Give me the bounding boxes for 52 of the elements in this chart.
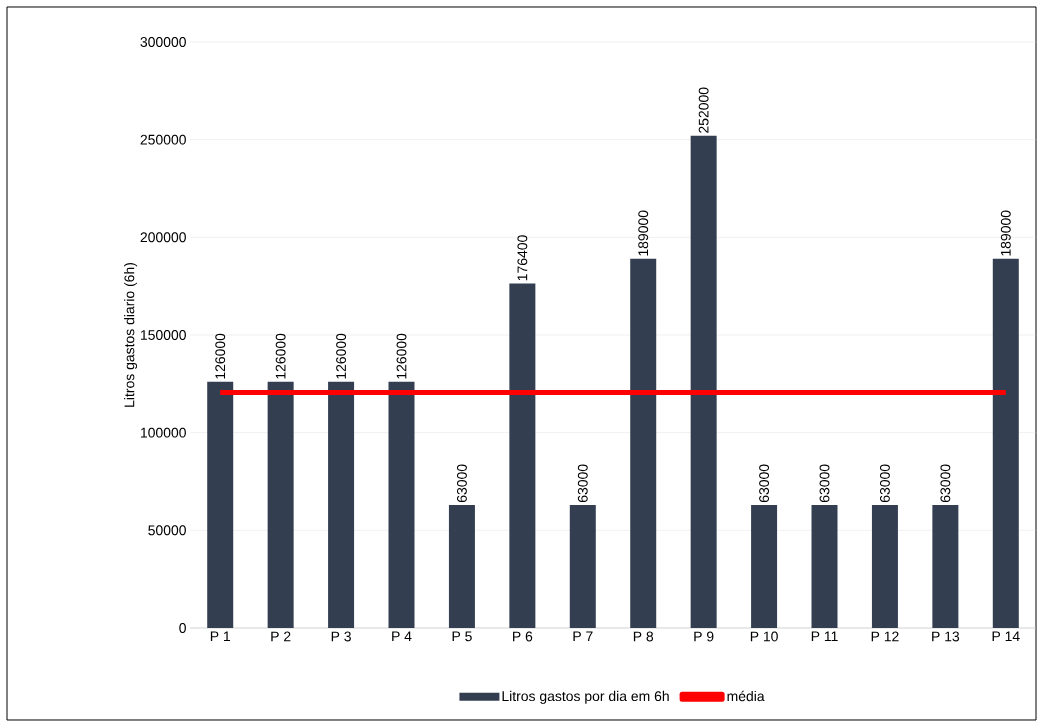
data-label: 189000 [1000, 210, 1011, 256]
data-label: 126000 [215, 333, 226, 379]
bar [388, 381, 415, 628]
legend-label: Litros gastos por dia em 6h [502, 690, 669, 704]
y-tick-label: 200000 [140, 232, 186, 243]
x-tick-label: P 7 [573, 631, 593, 642]
y-tick-label: 300000 [140, 37, 186, 47]
data-label: 126000 [396, 333, 407, 379]
y-axis-title: Litros gastos diario (6h) [124, 263, 138, 407]
y-tick-label: 50000 [148, 525, 186, 536]
x-tick-label: P 11 [811, 631, 838, 642]
bar [811, 504, 838, 628]
data-label: 63000 [456, 464, 467, 503]
legend-label: média [727, 690, 765, 702]
y-tick-label: 250000 [140, 134, 186, 145]
data-label: 126000 [336, 333, 347, 379]
y-tick-label: 150000 [141, 330, 186, 340]
bar [569, 504, 596, 628]
bar [871, 504, 898, 628]
data-label: 63000 [819, 464, 830, 503]
bar [509, 283, 536, 628]
bar [932, 504, 959, 628]
data-label: 63000 [940, 464, 951, 503]
bar [992, 258, 1019, 628]
y-tick-label: 100000 [141, 427, 186, 438]
x-tick-label: P 14 [992, 631, 1020, 642]
data-label: 176400 [517, 235, 528, 281]
bar [630, 258, 657, 628]
bar [690, 135, 717, 628]
data-label: 126000 [275, 333, 286, 379]
x-tick-label: P 1 [210, 631, 230, 642]
bar [207, 381, 234, 628]
x-tick-label: P 6 [513, 631, 533, 642]
data-label: 63000 [577, 464, 588, 503]
data-label: 252000 [698, 87, 709, 133]
x-tick-label: P 10 [750, 631, 778, 642]
bar [328, 381, 355, 628]
x-tick-label: P 4 [392, 631, 412, 642]
data-label: 63000 [759, 464, 770, 503]
x-tick-label: P 5 [452, 631, 472, 642]
data-label: 63000 [879, 464, 890, 503]
bar [751, 504, 778, 628]
x-tick-label: P 3 [331, 631, 351, 642]
x-tick-label: P 9 [694, 631, 714, 642]
y-tick-label: 0 [179, 623, 186, 633]
x-tick-label: P 8 [633, 631, 654, 642]
data-label: 189000 [638, 210, 649, 256]
x-tick-label: P 2 [271, 631, 291, 642]
bar [448, 504, 475, 628]
bar [267, 381, 294, 628]
x-tick-label: P 13 [932, 631, 960, 642]
x-tick-label: P 12 [871, 631, 899, 642]
